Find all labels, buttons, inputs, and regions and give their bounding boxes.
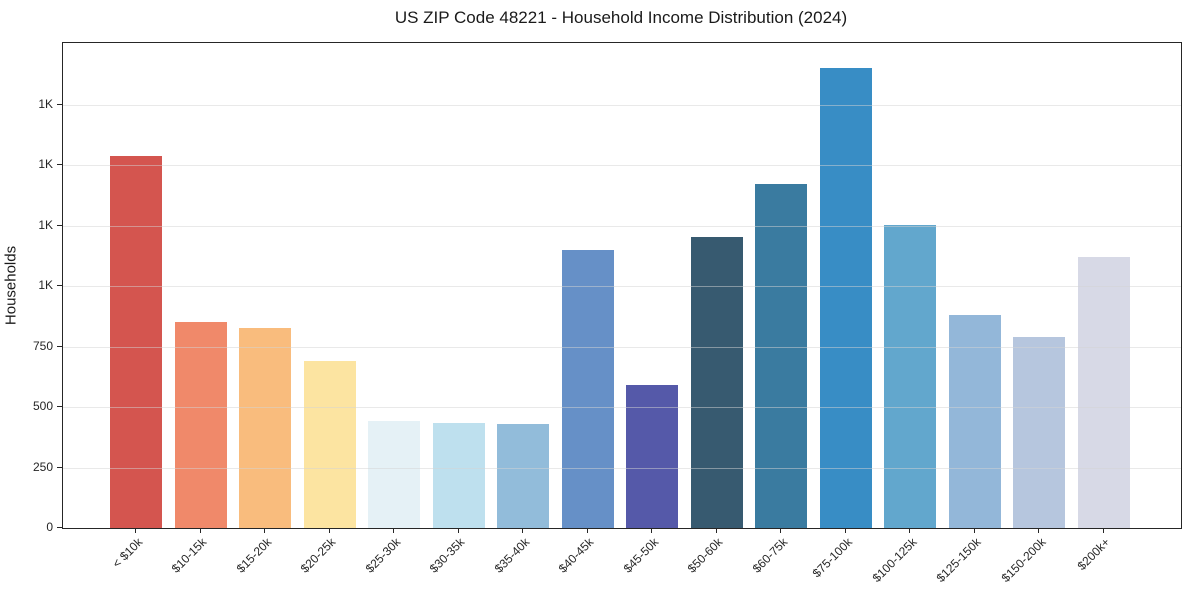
bar-30-35k — [432, 422, 485, 528]
x-tick-label: < $10k — [109, 535, 145, 571]
bar-150-200k — [1013, 336, 1066, 528]
chart-title: US ZIP Code 48221 - Household Income Dis… — [394, 8, 848, 27]
x-tick-label: $25-30k — [362, 535, 404, 576]
x-tick — [715, 528, 717, 533]
bar-60-75k — [755, 184, 808, 528]
x-tick — [264, 528, 266, 533]
x-tick — [457, 528, 459, 533]
bar-100-125k — [884, 225, 937, 528]
x-tick-label: $20-25k — [297, 535, 339, 576]
x-tick-label: $15-20k — [233, 535, 274, 576]
y-tick — [57, 466, 62, 468]
y-tick-label: 250 — [32, 459, 53, 474]
x-tick — [844, 528, 846, 533]
x-tick-label: $40-45k — [556, 535, 597, 576]
x-tick-label: $60-75k — [749, 535, 791, 576]
bar-20-25k — [303, 360, 356, 528]
x-tick-label: $10-15k — [168, 535, 210, 576]
y-tick — [57, 103, 62, 105]
y-tick-label: 1K — [38, 157, 53, 172]
x-tick — [586, 528, 588, 533]
gridline — [63, 225, 1181, 227]
bar-50-60k — [690, 237, 743, 528]
bar-75-100k — [819, 68, 872, 528]
x-tick — [973, 528, 975, 533]
x-tick — [780, 528, 782, 533]
x-tick-label: $45-50k — [620, 535, 662, 576]
x-tick — [1038, 528, 1040, 533]
gridline — [63, 104, 1181, 106]
y-tick — [57, 527, 62, 528]
x-tick — [909, 528, 911, 533]
bar-40-45k — [561, 249, 614, 528]
y-tick-label: 1K — [38, 217, 53, 232]
x-tick — [1102, 528, 1104, 533]
y-tick-label: 500 — [32, 399, 53, 414]
bar-10k — [110, 156, 162, 528]
gridline — [63, 165, 1181, 167]
x-tick — [135, 528, 136, 533]
bar-25-30k — [368, 420, 421, 528]
y-tick — [57, 345, 62, 347]
y-tick — [57, 164, 62, 166]
bar-200k — [1077, 256, 1130, 528]
bar-15-20k — [239, 327, 292, 528]
bar-125-150k — [948, 314, 1001, 528]
x-tick-label: $75-100k — [809, 535, 855, 581]
x-tick-label: $100-125k — [869, 535, 920, 586]
x-tick — [199, 528, 201, 533]
x-tick-label: $200k+ — [1074, 535, 1113, 573]
y-tick — [57, 224, 62, 226]
x-tick — [651, 528, 653, 533]
y-tick-label: 1K — [38, 96, 53, 111]
x-tick-label: $30-35k — [426, 535, 468, 576]
bar-10-15k — [174, 322, 227, 528]
bar-45-50k — [626, 385, 679, 528]
y-tick-label: 0 — [46, 520, 53, 534]
x-tick — [522, 528, 524, 533]
y-tick — [57, 285, 62, 287]
x-tick-label: $150-200k — [998, 535, 1049, 586]
x-tick-label: $50-60k — [685, 535, 726, 576]
x-tick — [328, 528, 330, 533]
plot-area — [62, 42, 1182, 529]
x-tick — [393, 528, 395, 533]
x-tick-label: $35-40k — [491, 535, 533, 576]
x-tick-label: $125-150k — [933, 535, 984, 586]
y-tick-label: 750 — [32, 338, 53, 353]
y-tick-label: 1K — [38, 278, 53, 293]
gridline — [63, 286, 1181, 288]
bar-35-40k — [497, 423, 550, 528]
y-tick — [57, 406, 62, 408]
